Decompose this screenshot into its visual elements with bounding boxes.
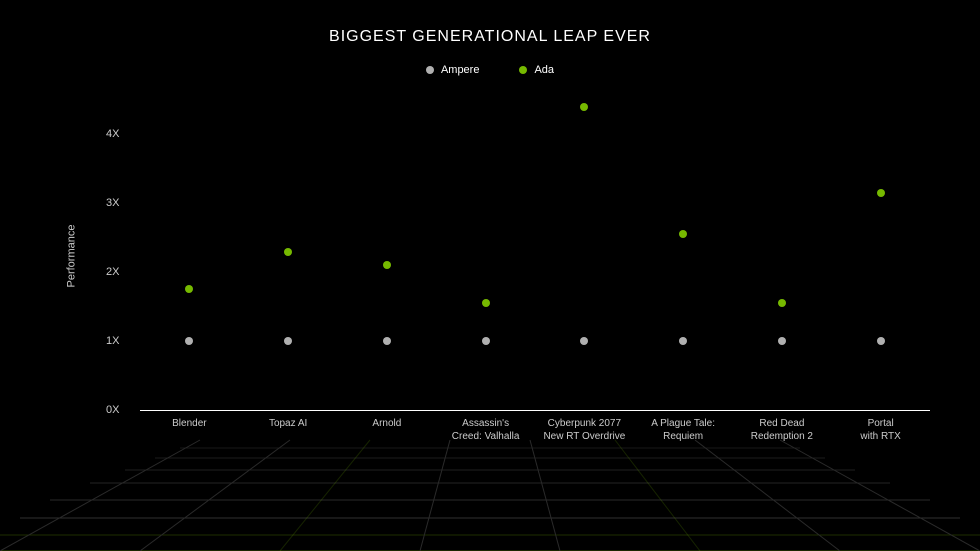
legend: Ampere Ada: [0, 64, 980, 76]
data-point-ampere: [482, 337, 490, 345]
x-tick-label: Portalwith RTX: [831, 418, 931, 443]
data-point-ada: [482, 299, 490, 307]
plot-region: 0X1X2X3X4XBlenderTopaz AIArnoldAssassin'…: [140, 100, 930, 410]
data-point-ampere: [778, 337, 786, 345]
x-tick-label: Topaz AI: [238, 418, 338, 431]
data-point-ampere: [383, 337, 391, 345]
legend-item-ampere: Ampere: [426, 64, 480, 76]
baseline-axis: [140, 410, 930, 411]
legend-dot-ampere: [426, 66, 434, 74]
data-point-ada: [284, 248, 292, 256]
data-point-ampere: [580, 337, 588, 345]
x-tick-label: A Plague Tale:Requiem: [633, 418, 733, 443]
legend-label-ampere: Ampere: [441, 64, 480, 76]
data-point-ampere: [679, 337, 687, 345]
data-point-ada: [778, 299, 786, 307]
x-tick-label: Arnold: [337, 418, 437, 431]
legend-dot-ada: [519, 66, 527, 74]
x-tick-label: Red DeadRedemption 2: [732, 418, 832, 443]
y-tick-label: 2X: [106, 266, 119, 278]
data-point-ampere: [284, 337, 292, 345]
legend-label-ada: Ada: [534, 64, 554, 76]
legend-item-ada: Ada: [519, 64, 554, 76]
data-point-ampere: [185, 337, 193, 345]
y-tick-label: 0X: [106, 404, 119, 416]
chart-area: Performance 0X1X2X3X4XBlenderTopaz AIArn…: [100, 100, 930, 440]
x-tick-label: Cyberpunk 2077New RT Overdrive: [534, 418, 634, 443]
y-tick-label: 4X: [106, 128, 119, 140]
y-axis-label: Performance: [65, 225, 77, 288]
data-point-ampere: [877, 337, 885, 345]
data-point-ada: [580, 103, 588, 111]
data-point-ada: [877, 189, 885, 197]
y-tick-label: 1X: [106, 335, 119, 347]
data-point-ada: [383, 261, 391, 269]
chart-title: BIGGEST GENERATIONAL LEAP EVER: [0, 28, 980, 46]
y-tick-label: 3X: [106, 197, 119, 209]
x-tick-label: Assassin'sCreed: Valhalla: [436, 418, 536, 443]
data-point-ada: [185, 285, 193, 293]
data-point-ada: [679, 230, 687, 238]
x-tick-label: Blender: [139, 418, 239, 431]
